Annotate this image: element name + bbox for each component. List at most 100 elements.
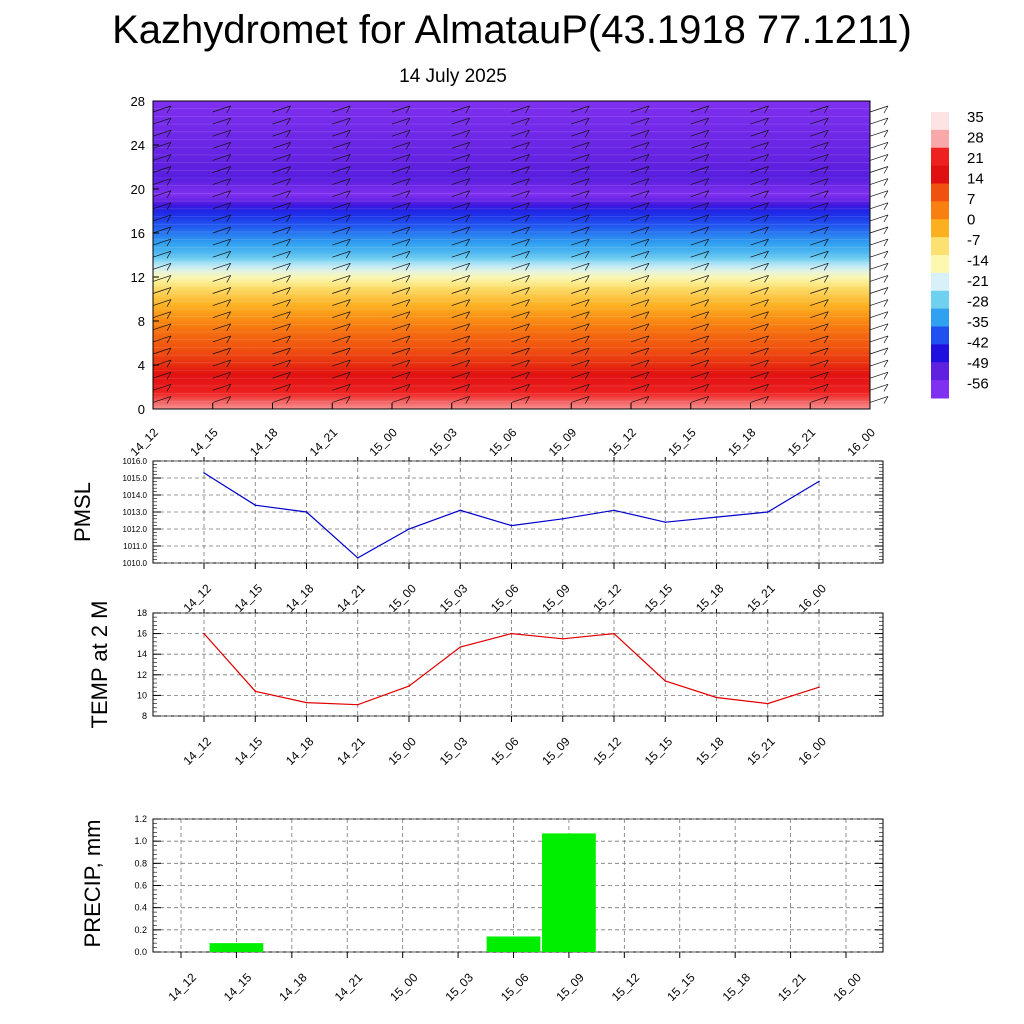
wind-barb-flag xyxy=(405,323,411,331)
wind-barb-staff xyxy=(630,178,650,185)
wind-barb xyxy=(630,250,650,259)
wind-barb-staff xyxy=(332,117,351,125)
wind-barb-flag xyxy=(286,347,291,356)
wind-barb-flag xyxy=(286,178,291,186)
wind-barb-staff xyxy=(451,190,470,198)
wind-barb-flag xyxy=(286,226,291,235)
wind-barb xyxy=(869,359,889,368)
wind-barb-flag xyxy=(823,117,829,126)
wind-barb-staff xyxy=(332,178,351,185)
wind-barb xyxy=(212,287,232,295)
wind-barb xyxy=(332,214,351,223)
wind-barb-flag xyxy=(883,214,889,223)
wind-barb-staff xyxy=(630,262,650,270)
wind-barb-flag xyxy=(166,372,172,380)
temp-2m-xtick-label: 15_06 xyxy=(488,734,522,768)
wind-barb-flag xyxy=(704,202,710,210)
wind-barb-flag xyxy=(584,226,590,235)
wind-barb-flag xyxy=(584,263,590,271)
wind-barb xyxy=(630,275,650,283)
wind-barb-flag xyxy=(584,323,590,331)
wind-barb-staff xyxy=(332,335,351,343)
wind-barb xyxy=(152,311,172,319)
wind-barb-staff xyxy=(391,238,411,246)
wind-barb-staff xyxy=(272,262,291,270)
wind-barb-flag xyxy=(764,275,769,283)
wind-barb-flag xyxy=(286,275,291,283)
wind-barb-staff xyxy=(212,335,231,343)
wind-barb-flag xyxy=(345,335,351,344)
pmsl-ytick-label: 1016.0 xyxy=(123,457,148,466)
wind-barb-flag xyxy=(704,299,710,307)
wind-barb-staff xyxy=(511,190,530,198)
wind-barb-staff xyxy=(332,311,351,319)
wind-barb-staff xyxy=(630,359,650,367)
colorbar-label: 0 xyxy=(967,212,975,229)
wind-barb-flag xyxy=(525,359,530,368)
wind-barb-staff xyxy=(511,323,530,331)
wind-barb xyxy=(511,129,530,138)
wind-barb-staff xyxy=(152,214,172,222)
wind-barb xyxy=(869,178,889,186)
wind-barb xyxy=(332,383,351,392)
wind-barb-flag xyxy=(345,263,351,271)
wind-barb xyxy=(810,347,829,356)
wind-barb xyxy=(810,190,829,198)
wind-barb xyxy=(451,141,471,150)
wind-barb-flag xyxy=(764,384,769,392)
wind-barb-flag xyxy=(584,396,590,404)
wind-barb-staff xyxy=(152,166,172,173)
wind-barb-staff xyxy=(332,396,351,403)
wind-barb xyxy=(272,117,291,126)
wind-barb-flag xyxy=(405,396,411,404)
wind-barb xyxy=(571,202,590,210)
wind-barb-flag xyxy=(226,323,232,331)
wind-barb-staff xyxy=(511,129,530,137)
wind-barb-flag xyxy=(584,154,590,162)
wind-barb-flag xyxy=(704,287,710,295)
wind-barb xyxy=(272,141,291,150)
wind-barb xyxy=(869,383,889,392)
wind-barb xyxy=(810,383,829,392)
wind-barb xyxy=(272,226,291,235)
wind-barb xyxy=(272,178,291,186)
wind-barb-staff xyxy=(630,166,650,173)
pmsl-ytick-label: 1012.0 xyxy=(123,525,148,534)
colorbar-segment xyxy=(931,272,949,292)
wind-barb xyxy=(511,117,530,126)
temp-2m-xtick-label: 15_00 xyxy=(385,734,419,768)
wind-barb-staff xyxy=(272,202,291,210)
wind-barb-flag xyxy=(883,238,889,247)
wind-barb-flag xyxy=(345,299,351,307)
temp-2m-ytick-label: 18 xyxy=(137,608,147,618)
wind-barb-flag xyxy=(584,178,590,186)
wind-barb-flag xyxy=(883,178,889,186)
wind-barb-flag xyxy=(644,323,650,331)
wind-barb-flag xyxy=(764,372,769,380)
temp-2m-point xyxy=(305,701,308,704)
temp-2m-xtick-label: 14_15 xyxy=(232,734,266,768)
wind-barb-flag xyxy=(644,154,650,162)
wind-barb-staff xyxy=(750,141,769,149)
wind-barb-flag xyxy=(883,287,889,295)
wind-barb-flag xyxy=(704,372,710,380)
wind-barb-flag xyxy=(525,190,530,198)
wind-barb-flag xyxy=(226,190,232,198)
pmsl-xtick-label: 14_12 xyxy=(180,581,214,615)
wind-barb-staff xyxy=(212,262,231,270)
wind-barb-flag xyxy=(644,263,650,271)
wind-barb-staff xyxy=(630,311,650,319)
wind-barb-staff xyxy=(571,214,590,222)
wind-barb xyxy=(212,214,232,223)
wind-barb-flag xyxy=(584,142,590,150)
wind-barb-flag xyxy=(286,384,291,392)
wind-barb-flag xyxy=(166,117,172,126)
wind-barb xyxy=(272,238,291,247)
wind-barb-staff xyxy=(212,323,231,331)
wind-barb xyxy=(272,202,291,210)
wind-barb-flag xyxy=(584,105,590,114)
wind-barb-staff xyxy=(391,335,411,343)
wind-barb xyxy=(690,141,710,150)
wind-barb xyxy=(212,275,232,283)
wind-barb-staff xyxy=(451,275,470,282)
